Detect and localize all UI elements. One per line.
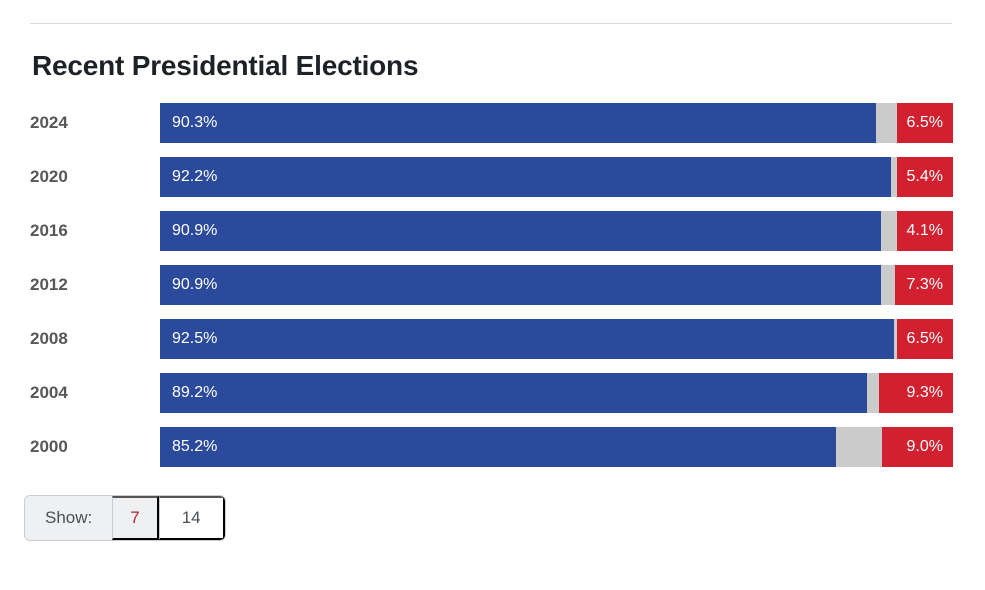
stacked-bar: 90.9% 4.1% — [160, 211, 953, 251]
bar-segment-gray — [876, 103, 897, 143]
stacked-bar: 89.2% 9.3% — [160, 373, 953, 413]
bar-segment-blue: 89.2% — [160, 373, 868, 413]
blue-value-label: 90.9% — [172, 276, 218, 293]
blue-value-label: 92.2% — [172, 168, 218, 185]
bar-segment-red: 4.1% — [897, 211, 953, 251]
blue-value-label: 92.5% — [172, 330, 218, 347]
blue-value-label: 90.9% — [172, 222, 218, 239]
red-value-label: 4.1% — [906, 222, 943, 239]
bar-segment-blue: 90.3% — [160, 103, 877, 143]
bar-segment-red: 9.0% — [881, 427, 953, 467]
bar-segment-gray — [891, 157, 897, 197]
stacked-bar: 92.2% 5.4% — [160, 157, 953, 197]
red-value-label: 9.0% — [906, 438, 943, 455]
bar-segment-blue: 92.5% — [160, 319, 894, 359]
red-value-label: 6.5% — [906, 114, 943, 131]
blue-value-label: 89.2% — [172, 384, 218, 401]
bar-segment-red: 7.3% — [895, 265, 953, 305]
chart-row-2004: 2004 89.2% 9.3% — [0, 373, 985, 413]
bar-segment-gray — [880, 211, 897, 251]
chart-row-2012: 2012 90.9% 7.3% — [0, 265, 985, 305]
stacked-bar: 90.3% 6.5% — [160, 103, 953, 143]
show-option-14[interactable]: 14 — [158, 496, 225, 540]
bar-segment-gray — [893, 319, 897, 359]
bar-segment-blue: 85.2% — [160, 427, 836, 467]
show-option-7[interactable]: 7 — [112, 496, 159, 540]
red-value-label: 6.5% — [906, 330, 943, 347]
year-label: 2012 — [30, 275, 68, 294]
chart-row-2008: 2008 92.5% 6.5% — [0, 319, 985, 359]
year-label: 2004 — [30, 383, 68, 402]
page-title: Recent Presidential Elections — [32, 50, 419, 81]
bar-segment-blue: 90.9% — [160, 265, 881, 305]
show-count-control: Show: 7 14 — [24, 495, 226, 541]
bar-segment-gray — [880, 265, 896, 305]
year-label: 2024 — [30, 113, 68, 132]
bar-segment-gray — [867, 373, 880, 413]
chart-row-2000: 2000 85.2% 9.0% — [0, 427, 985, 467]
year-label: 2016 — [30, 221, 68, 240]
chart-row-2016: 2016 90.9% 4.1% — [0, 211, 985, 251]
chart-row-2020: 2020 92.2% 5.4% — [0, 157, 985, 197]
red-value-label: 9.3% — [906, 384, 943, 401]
year-label: 2000 — [30, 437, 68, 456]
bar-segment-red: 9.3% — [879, 373, 953, 413]
bar-segment-blue: 92.2% — [160, 157, 892, 197]
year-label: 2008 — [30, 329, 68, 348]
bar-segment-red: 5.4% — [897, 157, 953, 197]
blue-value-label: 85.2% — [172, 438, 218, 455]
blue-value-label: 90.3% — [172, 114, 218, 131]
election-bar-chart: 2024 90.3% 6.5% 2020 92.2% 5.4% 2016 90.… — [0, 103, 985, 467]
top-divider — [30, 23, 952, 24]
stacked-bar: 85.2% 9.0% — [160, 427, 953, 467]
chart-row-2024: 2024 90.3% 6.5% — [0, 103, 985, 143]
red-value-label: 5.4% — [906, 168, 943, 185]
bar-segment-red: 6.5% — [897, 319, 953, 359]
red-value-label: 7.3% — [906, 276, 943, 293]
bar-segment-gray — [835, 427, 882, 467]
bar-segment-blue: 90.9% — [160, 211, 881, 251]
bar-segment-red: 6.5% — [897, 103, 953, 143]
show-label: Show: — [45, 508, 93, 527]
stacked-bar: 92.5% 6.5% — [160, 319, 953, 359]
stacked-bar: 90.9% 7.3% — [160, 265, 953, 305]
year-label: 2020 — [30, 167, 68, 186]
